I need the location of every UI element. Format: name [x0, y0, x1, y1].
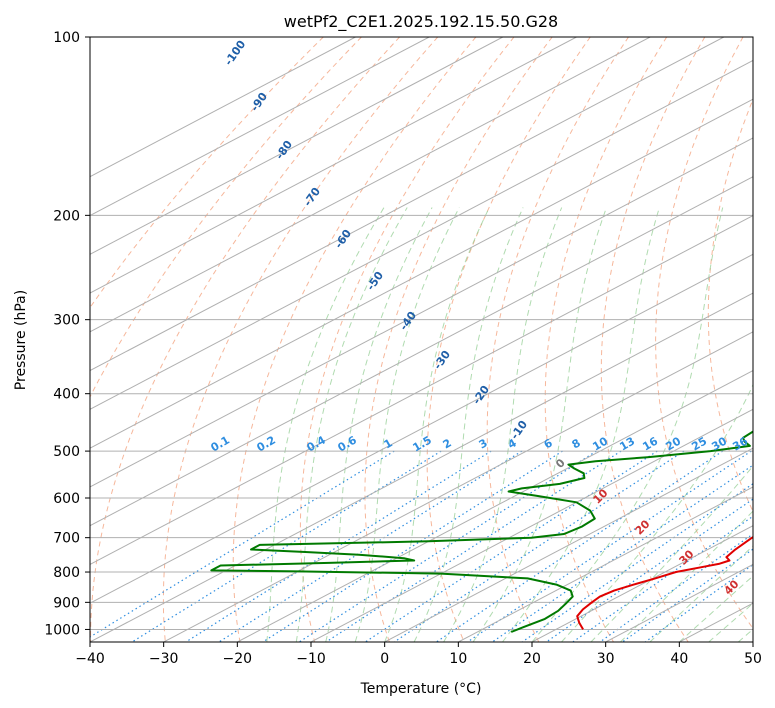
x-tick-label: 30 [597, 651, 615, 667]
isotherm-line [90, 253, 753, 604]
y-tick-label: 800 [53, 565, 80, 581]
isotherm-line [90, 137, 753, 488]
moist-adiabat-line [443, 207, 563, 642]
x-tick-label: 50 [744, 651, 762, 667]
y-tick-label: 400 [53, 387, 80, 403]
x-tick-label: −40 [75, 651, 105, 667]
profile-lines [210, 430, 753, 633]
x-tick-label: −30 [149, 651, 179, 667]
isotherm-line [90, 37, 725, 372]
isotherm-line [90, 59, 753, 410]
dry-adiabat-line [90, 37, 324, 309]
dry-adiabat-line [364, 37, 553, 642]
dry-adiabat-line [544, 37, 668, 642]
x-tick-label: 0 [380, 651, 389, 667]
isotherm-line [90, 176, 753, 527]
mixing-ratio-line [262, 450, 563, 642]
y-tick-label: 200 [53, 208, 80, 224]
y-tick-label: 900 [53, 595, 80, 611]
background-lines [90, 37, 753, 642]
isotherm-line [531, 525, 753, 642]
moist-adiabat-line [325, 207, 433, 642]
isotherm-line [90, 37, 430, 217]
mixing-ratio-line [521, 483, 753, 642]
dry-adiabat-line [90, 37, 362, 398]
isotherm-line [90, 292, 753, 642]
x-tick-label: −10 [296, 651, 326, 667]
axis-ticks: −40 −30 −20 −10 0 10 20 30 40 50 100 200 300 400 500 60… [44, 30, 762, 667]
mixing-ratio-line [364, 450, 658, 642]
y-tick-label: 300 [53, 313, 80, 329]
dry-adiabat-line [707, 97, 753, 513]
mixing-ratio-line [467, 450, 752, 642]
y-axis-title: Pressure (hPa) [13, 290, 29, 390]
temperature-line [576, 535, 753, 630]
x-axis-title: Temperature (°C) [360, 681, 482, 697]
dry-adiabat-line [486, 37, 629, 642]
isotherm-line [90, 37, 651, 333]
isotherm-line [90, 214, 753, 566]
mixing-ratio-line [218, 450, 523, 642]
dewpoint-line [210, 430, 753, 633]
grid-lines [90, 37, 753, 642]
moist-adiabat-line [266, 207, 385, 642]
isotherm-line [384, 447, 753, 642]
x-tick-label: 40 [670, 651, 688, 667]
dry-adiabat-line [299, 37, 515, 642]
isotherm-line [90, 37, 356, 178]
mixing-ratio-line [572, 515, 753, 642]
x-tick-label: −20 [223, 651, 253, 667]
mixing-ratio-line [185, 450, 492, 642]
moist-adiabat-line [561, 383, 753, 642]
dry-adiabat-line [655, 37, 753, 630]
y-tick-label: 1000 [44, 622, 80, 638]
dry-adiabat-line [162, 37, 439, 642]
moist-adiabat-line [620, 510, 753, 642]
mixing-ratio-line [325, 450, 622, 642]
moist-adiabat-line [295, 207, 408, 642]
isotherm-line [458, 486, 753, 642]
dry-adiabat-line [232, 37, 477, 642]
x-tick-label: 20 [523, 651, 541, 667]
chart-title: wetPf2_C2E1.2025.192.15.50.G28 [284, 12, 558, 32]
moist-adiabat-line [502, 207, 660, 642]
y-tick-label: 700 [53, 531, 80, 547]
moist-adiabat-line [590, 465, 753, 642]
mixing-ratio-line [436, 450, 724, 642]
y-tick-label: 600 [53, 491, 80, 507]
mixing-ratio-line [491, 464, 753, 642]
moist-adiabat-line [649, 545, 753, 642]
isotherm-line [90, 37, 504, 255]
isotherm-line [90, 37, 577, 294]
y-tick-label: 500 [53, 444, 80, 460]
isotherm-line [163, 331, 753, 642]
isotherm-line [90, 98, 753, 449]
x-tick-label: 10 [449, 651, 467, 667]
plot-frame [89, 36, 754, 643]
y-tick-label: 100 [53, 30, 80, 46]
isotherm-line [310, 408, 753, 642]
moist-adiabat-line [413, 207, 524, 642]
mixing-ratio-line [90, 450, 395, 638]
mixing-ratio-line [644, 563, 753, 642]
